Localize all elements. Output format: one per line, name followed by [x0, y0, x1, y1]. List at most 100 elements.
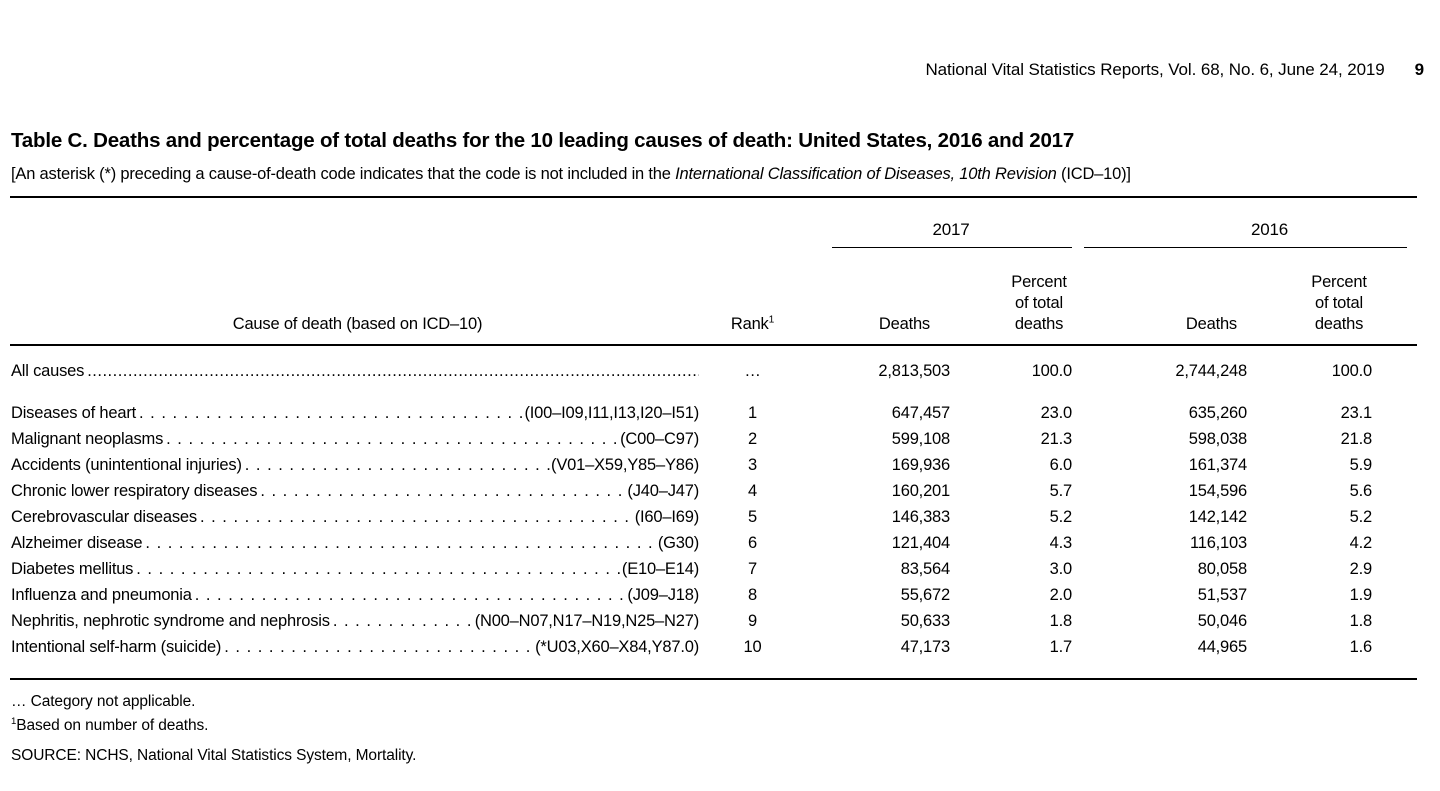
- leader-dots: . . . . . . . . . . . . . . . . . . . . …: [145, 534, 657, 552]
- deaths-2017-cell: 55,672: [900, 586, 950, 604]
- rank-cell: 9: [748, 612, 757, 630]
- year-group-row: 2017 2016: [10, 197, 1417, 248]
- deaths-2017-cell: 47,173: [900, 638, 950, 656]
- deaths-2016-cell: 50,046: [1197, 612, 1247, 630]
- icd-code: (*U03,X60–X84,Y87.0): [535, 638, 699, 656]
- spacer-cell: [1380, 345, 1417, 400]
- group-2017-rule: [832, 247, 1072, 248]
- deaths-2016-cell: 2,744,248: [1175, 362, 1247, 380]
- percent-2016-cell: 100.0: [1331, 362, 1372, 380]
- percent-2017-cell: 5.7: [1049, 482, 1073, 500]
- spacer-cell: [1380, 452, 1417, 478]
- header-percent-2017-text: Percent of total deaths: [1011, 273, 1067, 333]
- percent-2017-cell: 6.0: [1049, 456, 1073, 474]
- group-2016: 2016: [1082, 197, 1417, 248]
- spacer-cell: [1380, 504, 1417, 530]
- group-2017-label: 2017: [932, 220, 970, 239]
- icd-code: (J40–J47): [627, 482, 699, 500]
- cause-cell: All causes..............................…: [10, 345, 705, 400]
- cause-cell: Nephritis, nephrotic syndrome and nephro…: [10, 608, 705, 634]
- table-row: Diseases of heart. . . . . . . . . . . .…: [10, 400, 1417, 426]
- leader-dots: ........................................…: [87, 362, 699, 380]
- cause-label: Nephritis, nephrotic syndrome and nephro…: [11, 612, 330, 630]
- leader-dots: . . . . . . . . . . . . . . . . . . . . …: [194, 586, 628, 604]
- deaths-2017-cell: 2,813,503: [878, 362, 950, 380]
- cause-cell: Accidents (unintentional injuries). . . …: [10, 452, 705, 478]
- leader-dots: . . . . . . . . . . . . . . . . . . . . …: [224, 638, 535, 656]
- cause-label: Alzheimer disease: [11, 534, 143, 552]
- icd-code: (I60–I69): [634, 508, 699, 526]
- cause-label: Cerebrovascular diseases: [11, 508, 197, 526]
- rank-cell: 4: [748, 482, 757, 500]
- rank-cell: 8: [748, 586, 757, 604]
- footnotes: … Category not applicable. 1Based on num…: [11, 690, 1425, 768]
- percent-2016-cell: 21.8: [1340, 430, 1373, 448]
- cause-cell: Intentional self-harm (suicide). . . . .…: [10, 634, 705, 679]
- percent-2016-cell: 23.1: [1340, 404, 1373, 422]
- table-row: Malignant neoplasms. . . . . . . . . . .…: [10, 426, 1417, 452]
- group-2016-label: 2016: [1250, 220, 1289, 239]
- icd-code: (G30): [657, 534, 699, 552]
- cause-label: Diseases of heart: [11, 404, 136, 422]
- header-percent-2016-text: Percent of total deaths: [1311, 273, 1367, 333]
- table-row: Cerebrovascular diseases. . . . . . . . …: [10, 504, 1417, 530]
- deaths-2017-cell: 169,936: [891, 456, 950, 474]
- cause-cell: Cerebrovascular diseases. . . . . . . . …: [10, 504, 705, 530]
- table-bracket-note: [An asterisk (*) preceding a cause-of-de…: [11, 163, 1425, 185]
- cause-label: All causes: [11, 362, 85, 380]
- spacer-cell: [1380, 426, 1417, 452]
- table-row: Nephritis, nephrotic syndrome and nephro…: [10, 608, 1417, 634]
- running-head: National Vital Statistics Reports, Vol. …: [0, 0, 1440, 80]
- percent-2016-cell: 5.2: [1349, 508, 1373, 526]
- percent-2017-cell: 3.0: [1049, 560, 1073, 578]
- header-rank: Rank1: [705, 248, 800, 346]
- note-prefix: [An asterisk (*) preceding a cause-of-de…: [11, 165, 676, 183]
- icd-code: (C00–C97): [620, 430, 699, 448]
- spacer-cell: [1380, 556, 1417, 582]
- cause-cell: Malignant neoplasms. . . . . . . . . . .…: [10, 426, 705, 452]
- leader-dots: . . . . . . . . . . . . . . . . . . . . …: [166, 430, 620, 448]
- cause-label: Chronic lower respiratory diseases: [11, 482, 258, 500]
- deaths-2017-cell: 83,564: [900, 560, 950, 578]
- icd-code: (N00–N07,N17–N19,N25–N27): [474, 612, 700, 630]
- deaths-2016-cell: 116,103: [1189, 534, 1247, 552]
- table-row: Intentional self-harm (suicide). . . . .…: [10, 634, 1417, 679]
- percent-2016-cell: 2.9: [1349, 560, 1373, 578]
- leader-dots: . . . . . . . . . . . . . . . . . . . . …: [244, 456, 551, 474]
- rank-cell: 3: [748, 456, 757, 474]
- footnote-rank: 1Based on number of deaths.: [11, 714, 1425, 738]
- table-row: Diabetes mellitus. . . . . . . . . . . .…: [10, 556, 1417, 582]
- table-row: Influenza and pneumonia. . . . . . . . .…: [10, 582, 1417, 608]
- percent-2016-cell: 5.6: [1349, 482, 1373, 500]
- spacer-cell: [1380, 582, 1417, 608]
- deaths-2016-cell: 142,142: [1188, 508, 1247, 526]
- deaths-2016-cell: 598,038: [1188, 430, 1247, 448]
- footnote-rank-marker: 1: [11, 715, 17, 727]
- cause-cell: Chronic lower respiratory diseases. . . …: [10, 478, 705, 504]
- leading-causes-table: 2017 2016 Cause of death (based on ICD–1…: [10, 196, 1418, 680]
- cause-label: Influenza and pneumonia: [11, 586, 192, 604]
- deaths-2016-cell: 635,260: [1188, 404, 1247, 422]
- spacer-cell: [1380, 400, 1417, 426]
- table-row: Chronic lower respiratory diseases. . . …: [10, 478, 1417, 504]
- icd-code: (V01–X59,Y85–Y86): [551, 456, 699, 474]
- header-cause-of-death: Cause of death (based on ICD–10): [10, 248, 705, 346]
- header-deaths-2016: Deaths: [1082, 248, 1255, 346]
- percent-2017-cell: 5.2: [1049, 508, 1073, 526]
- cause-cell: Influenza and pneumonia. . . . . . . . .…: [10, 582, 705, 608]
- note-suffix: (ICD–10)]: [1056, 165, 1131, 183]
- header-percent-2017: Percent of total deaths: [958, 248, 1082, 346]
- footnote-not-applicable: … Category not applicable.: [11, 693, 196, 710]
- header-spacer: [1380, 248, 1418, 346]
- cause-cell: Diseases of heart. . . . . . . . . . . .…: [10, 400, 705, 426]
- rank-cell: 7: [748, 560, 757, 578]
- deaths-2017-cell: 121,404: [891, 534, 950, 552]
- deaths-2016-cell: 51,537: [1197, 586, 1247, 604]
- rank-cell: …: [744, 362, 761, 380]
- leader-dots: . . . . . . . . . . . . . . . . . . . . …: [139, 404, 525, 422]
- deaths-2017-cell: 647,457: [891, 404, 950, 422]
- deaths-2017-cell: 50,633: [900, 612, 950, 630]
- percent-2017-cell: 23.0: [1040, 404, 1073, 422]
- icd-code: (J09–J18): [627, 586, 699, 604]
